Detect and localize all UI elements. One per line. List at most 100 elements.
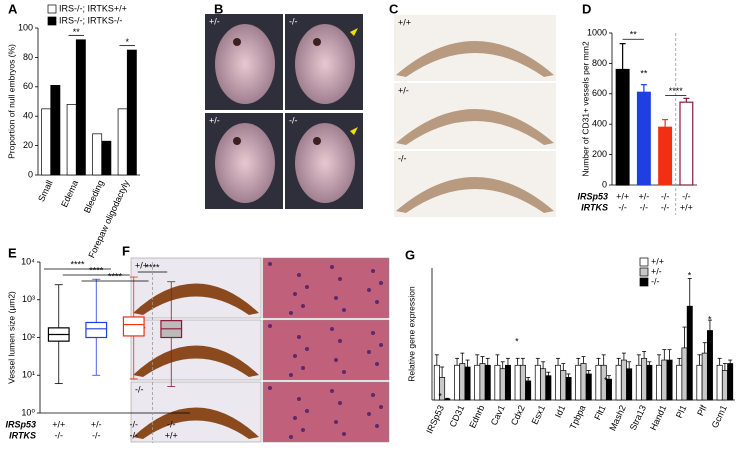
significance: * xyxy=(688,270,692,280)
cell xyxy=(367,288,371,292)
legend-label: IRS-/-; IRTKS-/- xyxy=(59,15,122,25)
cell xyxy=(375,424,379,428)
bar xyxy=(635,364,642,401)
bar xyxy=(50,84,61,176)
cell xyxy=(330,327,334,331)
y-tick-label: 60 xyxy=(23,81,33,91)
panel-letter: G xyxy=(405,247,415,262)
x-tick-label: Flt1 xyxy=(592,404,607,422)
cell xyxy=(375,362,379,366)
significance: ** xyxy=(640,68,648,78)
bar xyxy=(666,359,673,401)
genotype-label: +/- xyxy=(398,85,409,95)
cell xyxy=(371,331,375,335)
panel-letter: D xyxy=(582,1,591,16)
cell xyxy=(367,350,371,354)
y-axis-label: Relative gene expression xyxy=(406,286,416,382)
cell xyxy=(342,370,346,374)
cell xyxy=(342,308,346,312)
bar xyxy=(701,352,708,401)
x-tick-label: Id1 xyxy=(553,404,567,420)
significance: * xyxy=(438,391,442,401)
bar xyxy=(636,91,651,186)
bar xyxy=(605,378,612,401)
cell xyxy=(289,373,293,377)
bar xyxy=(126,49,137,176)
x-tick-label: Pl1 xyxy=(674,404,689,420)
arrowhead xyxy=(350,127,358,135)
x-tick-label: Edema xyxy=(59,179,80,209)
cell xyxy=(330,265,334,269)
panel-letter: C xyxy=(389,1,399,16)
cell xyxy=(297,397,301,401)
cell xyxy=(268,324,272,328)
genotype-name: IRTKS xyxy=(581,202,608,212)
x-tick-label: Mash2 xyxy=(607,404,627,433)
bar xyxy=(459,363,466,401)
labyrinth-layer xyxy=(396,109,554,145)
genotype-value: -/- xyxy=(682,191,691,201)
y-tick-label: 800 xyxy=(592,58,607,68)
box xyxy=(122,316,145,337)
genotype-name: IRSp53 xyxy=(577,191,608,201)
bar xyxy=(66,104,77,176)
genotype-value: -/- xyxy=(640,202,649,212)
cell xyxy=(375,300,379,304)
embryo-eye xyxy=(233,38,241,46)
cell xyxy=(297,273,301,277)
bar xyxy=(545,375,552,401)
bar xyxy=(656,364,663,401)
bar xyxy=(75,39,86,176)
cell xyxy=(379,281,383,285)
cell xyxy=(305,347,309,351)
labyrinth-layer xyxy=(133,345,259,377)
x-tick-label: Esx1 xyxy=(530,404,548,426)
x-tick-label: Small xyxy=(36,179,55,204)
genotype-value: -/- xyxy=(661,191,670,201)
cell xyxy=(297,335,301,339)
cell xyxy=(379,405,383,409)
significance: ** xyxy=(73,27,81,37)
bar xyxy=(519,364,526,401)
significance: **** xyxy=(70,259,85,269)
bar xyxy=(696,364,703,401)
bar xyxy=(464,366,471,401)
genotype-value: -/- xyxy=(130,419,139,429)
embryo xyxy=(295,24,355,104)
genotype-value: -/- xyxy=(92,430,101,440)
x-tick-label: Cdx2 xyxy=(509,404,527,427)
cell xyxy=(289,435,293,439)
x-tick-label: Ednrb xyxy=(467,404,486,430)
significance: **** xyxy=(89,265,104,275)
bar xyxy=(575,364,582,401)
bar xyxy=(661,359,668,401)
genotype-label: +/+ xyxy=(398,17,411,27)
cell xyxy=(268,262,272,266)
legend-swatch xyxy=(639,277,649,287)
bar xyxy=(534,364,541,401)
legend-swatch xyxy=(47,4,57,14)
y-tick-label: 0 xyxy=(28,169,33,179)
cell xyxy=(293,354,297,358)
cell xyxy=(367,412,371,416)
y-tick-label: 600 xyxy=(592,88,607,98)
cell xyxy=(338,277,342,281)
cell xyxy=(334,420,338,424)
box xyxy=(85,321,108,339)
genotype-label: -/- xyxy=(135,384,144,394)
bar xyxy=(681,347,688,401)
significance: * xyxy=(604,375,608,385)
embryo xyxy=(295,123,355,203)
genotype-name: IRTKS xyxy=(9,430,36,440)
legend-label: -/- xyxy=(651,276,660,286)
x-tick-label: CD31 xyxy=(447,404,466,429)
x-tick-label: Cav1 xyxy=(489,404,507,427)
bar xyxy=(484,364,491,401)
panel-letter: B xyxy=(214,1,223,16)
arrowhead xyxy=(350,28,358,36)
genotype-label: +/- xyxy=(209,16,220,26)
y-tick-label: 10¹ xyxy=(22,370,35,380)
cell xyxy=(301,428,305,432)
genotype-value: +/+ xyxy=(165,430,178,440)
